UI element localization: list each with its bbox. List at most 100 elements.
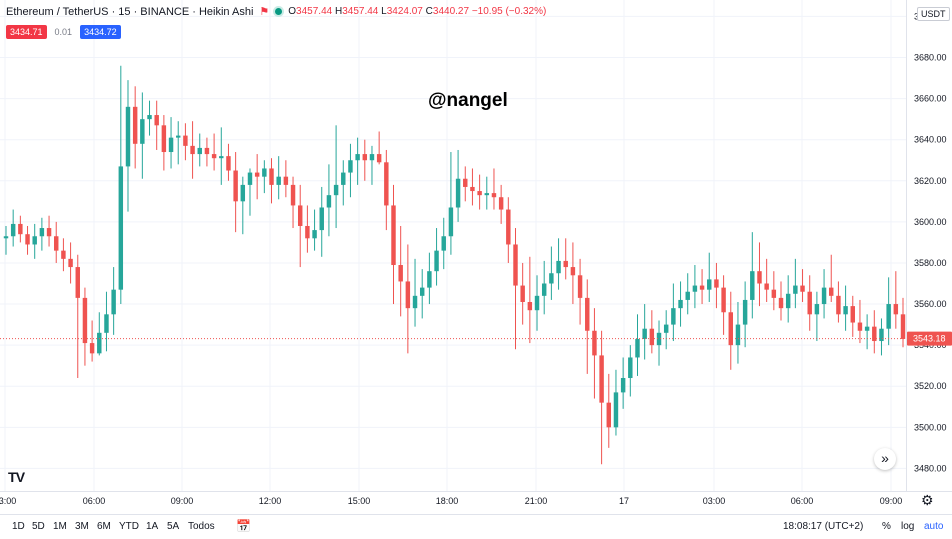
candle-body <box>707 279 712 290</box>
y-tick-label: 3480.00 <box>914 463 947 473</box>
quote-panel: 3434.71 0.01 3434.72 <box>6 25 121 39</box>
candle-body <box>864 326 870 331</box>
symbol-title[interactable]: Ethereum / TetherUS · 15 · BINANCE · Hei… <box>6 5 254 18</box>
bottom-toolbar: 1D 5D 1M 3M 6M YTD 1A 5A Todos 📅 18:08:1… <box>0 514 952 539</box>
candle-body <box>498 197 504 210</box>
candle-body <box>585 297 590 331</box>
candle-body <box>18 223 23 235</box>
candle-body <box>764 283 769 290</box>
percent-toggle[interactable]: % <box>882 521 891 532</box>
candle-body <box>628 357 633 379</box>
candle-body <box>441 236 446 251</box>
candle-body <box>39 228 45 237</box>
candle-body <box>742 299 748 325</box>
x-tick-label: 03:00 <box>0 496 16 506</box>
candle-body <box>785 293 791 309</box>
range-5a-button[interactable]: 5A <box>167 521 180 532</box>
candle-body <box>879 328 884 342</box>
candle-body <box>125 106 131 167</box>
tradingview-logo-icon[interactable]: T V <box>8 469 25 485</box>
x-tick-label: 12:00 <box>259 496 282 506</box>
x-tick-label: 06:00 <box>791 496 814 506</box>
candle-body <box>25 234 30 245</box>
sell-button[interactable]: 3434.71 <box>6 25 47 39</box>
candle-body <box>491 193 497 198</box>
candle-body <box>111 289 116 315</box>
log-toggle[interactable]: log <box>901 521 915 532</box>
range-all-button[interactable]: Todos <box>188 521 215 532</box>
candle-body <box>541 283 547 296</box>
candle-body <box>283 176 289 185</box>
range-1a-button[interactable]: 1A <box>146 521 159 532</box>
candle-body <box>821 287 827 305</box>
candle-body <box>10 223 16 237</box>
range-ytd-button[interactable]: YTD <box>119 521 139 532</box>
clock-text[interactable]: 18:08:17 (UTC+2) <box>783 521 864 532</box>
gear-icon[interactable]: ⚙ <box>921 492 934 508</box>
scroll-to-realtime-button[interactable]: » <box>874 448 896 470</box>
y-tick-label: 3580.00 <box>914 258 947 268</box>
candle-body <box>82 297 88 344</box>
candle-body <box>183 135 188 146</box>
buy-button[interactable]: 3434.72 <box>80 25 121 39</box>
candle-body <box>843 306 848 315</box>
candle-body <box>254 172 260 177</box>
candle-body <box>132 106 138 144</box>
y-tick-label: 3500.00 <box>914 422 947 432</box>
candle-body <box>219 156 224 159</box>
calendar-icon[interactable]: 📅 <box>236 519 251 533</box>
close-value: 3440.27 <box>432 6 470 17</box>
candle-body <box>836 295 841 315</box>
range-5d-button[interactable]: 5D <box>32 521 45 532</box>
candle-body <box>147 115 152 120</box>
candle-body <box>75 267 80 298</box>
price-chart[interactable]: 3480.003500.003520.003540.003560.003580.… <box>0 0 952 514</box>
market-status-icon <box>275 8 283 15</box>
candle-body <box>793 285 798 294</box>
range-1d-button[interactable]: 1D <box>12 521 25 532</box>
open-label: O <box>288 6 297 17</box>
candle-body <box>857 322 863 331</box>
flag-icon[interactable]: ⚑ <box>259 6 270 18</box>
y-tick-label: 3660.00 <box>914 94 947 104</box>
candle-body <box>32 236 37 245</box>
candle-body <box>513 244 518 286</box>
y-tick-label: 3600.00 <box>914 217 947 227</box>
candle-body <box>369 154 375 161</box>
watermark-text: @nangel <box>428 90 508 111</box>
candle-body <box>211 154 217 159</box>
candle-body <box>305 225 310 239</box>
candle-body <box>556 260 561 274</box>
candle-body <box>807 291 812 315</box>
high-label: H <box>334 6 343 17</box>
candle-body <box>226 156 231 171</box>
currency-label[interactable]: USDT <box>917 7 950 21</box>
candle-body <box>247 172 253 185</box>
candle-body <box>290 184 296 206</box>
candle-body <box>319 207 324 231</box>
candle-body <box>714 279 719 288</box>
candle-body <box>434 250 439 272</box>
range-3m-button[interactable]: 3M <box>75 521 89 532</box>
candle-body <box>54 236 59 251</box>
last-price-label: 3543.18 <box>913 334 946 344</box>
spread-value: 0.01 <box>54 27 73 37</box>
candle-body <box>348 160 353 173</box>
candle-body <box>642 328 647 339</box>
x-tick-label: 09:00 <box>171 496 194 506</box>
candle-body <box>262 168 267 177</box>
ohlc-values: O3457.44 H3457.44 L3424.07 C3440.27 −10.… <box>288 6 546 17</box>
range-1m-button[interactable]: 1M <box>53 521 67 532</box>
candle-body <box>900 314 906 339</box>
y-tick-label: 3560.00 <box>914 299 947 309</box>
candle-body <box>405 281 411 309</box>
low-label: L <box>381 6 387 17</box>
range-6m-button[interactable]: 6M <box>97 521 111 532</box>
candle-body <box>893 304 899 315</box>
candle-body <box>326 195 332 208</box>
x-tick-label: 09:00 <box>880 496 903 506</box>
auto-toggle[interactable]: auto <box>924 521 944 532</box>
candle-body <box>276 176 281 185</box>
candle-body <box>570 267 576 276</box>
candle-body <box>771 289 777 298</box>
